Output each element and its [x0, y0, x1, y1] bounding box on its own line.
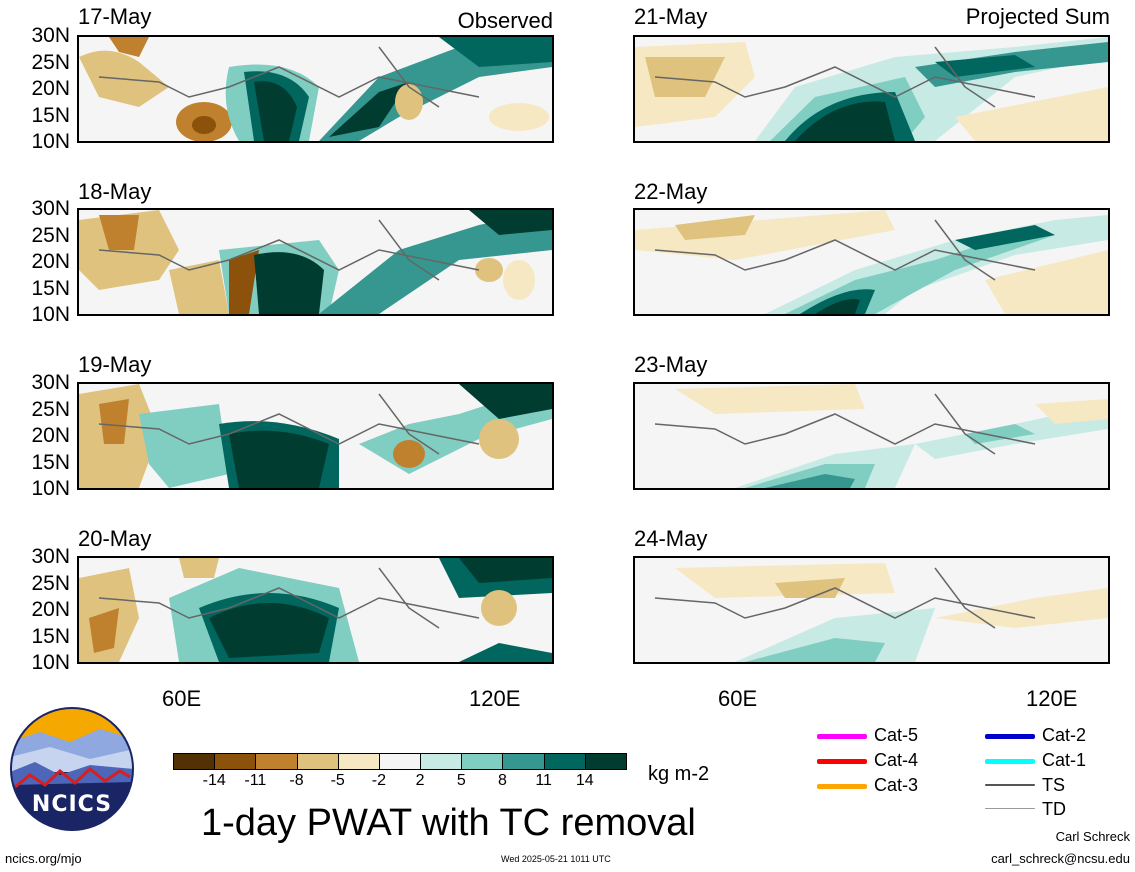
- legend-line-cat-3: [817, 784, 867, 789]
- panel-type-observed: Observed: [457, 8, 553, 33]
- legend-line-td: [985, 808, 1035, 809]
- colorbar-swatch: [255, 753, 298, 770]
- panel-date-right-1: 21-May: [634, 4, 708, 29]
- colorbar-tick-label: 5: [456, 772, 466, 789]
- lon-label-60e-left: 60E: [162, 686, 202, 711]
- panel-date-right-2: 22-May: [634, 179, 708, 204]
- colorbar-tick-label: -11: [244, 772, 267, 789]
- lon-label-60e-right: 60E: [718, 686, 758, 711]
- colorbar-tick-label: 8: [498, 772, 507, 789]
- colorbar-swatch: [337, 753, 380, 770]
- lat-label: 15N: [31, 103, 70, 127]
- lon-label-120e-left: 120E: [469, 686, 521, 711]
- lat-label: 20N: [31, 77, 70, 100]
- legend-label-cat-5: Cat-5: [874, 725, 919, 745]
- panel-date-right-4: 24-May: [634, 526, 708, 551]
- panel-date-left-3: 19-May: [78, 352, 152, 377]
- colorbar-tick-label: -14: [202, 772, 226, 789]
- colorbar-swatch: [461, 753, 504, 770]
- panel-type-projected: Projected Sum: [965, 4, 1110, 29]
- colorbar-tick-label: 2: [415, 772, 425, 789]
- lon-label-120e-right: 120E: [1026, 686, 1078, 711]
- map-panel-19-may: [77, 382, 554, 490]
- colorbar-swatch: [584, 753, 627, 770]
- panel-date-left-4: 20-May: [78, 526, 152, 551]
- colorbar-tick-label: 11: [535, 772, 552, 789]
- colorbar-swatch: [214, 753, 257, 770]
- lat-label: 30N: [31, 371, 70, 394]
- footer-timestamp: Wed 2025-05-21 1011 UTC: [501, 854, 611, 864]
- legend-line-cat-4: [817, 759, 867, 764]
- lat-label: 10N: [31, 477, 70, 500]
- colorbar-swatch: [378, 753, 422, 770]
- colorbar: [173, 753, 627, 770]
- lat-label: 10N: [31, 651, 70, 674]
- lat-label: 20N: [31, 250, 70, 273]
- lat-label: 30N: [31, 545, 70, 568]
- colorbar-swatch: [543, 753, 586, 770]
- lat-label: 20N: [31, 598, 70, 621]
- lat-label: 30N: [31, 197, 70, 220]
- colorbar-tick-label: -8: [289, 772, 304, 789]
- colorbar-tick-label: -5: [330, 772, 345, 789]
- lat-label: 30N: [31, 24, 70, 47]
- map-panel-21-may: [633, 35, 1110, 143]
- map-panel-22-may: [633, 208, 1110, 316]
- colorbar-tick-label: 14: [575, 772, 594, 789]
- legend-line-ts: [985, 784, 1035, 786]
- logo-text: NCICS: [31, 792, 113, 817]
- legend-label-td: TD: [1042, 799, 1066, 819]
- panel-date-left-1: 17-May: [78, 4, 152, 29]
- lat-label: 10N: [31, 303, 70, 326]
- panel-date-right-3: 23-May: [634, 352, 708, 377]
- legend-line-cat-1: [985, 759, 1035, 764]
- map-panel-17-may: [77, 35, 554, 143]
- legend-line-cat-5: [817, 734, 867, 739]
- lat-label: 25N: [31, 50, 70, 74]
- map-panel-20-may: [77, 556, 554, 664]
- footer-url: ncics.org/mjo: [5, 851, 82, 866]
- lat-label: 25N: [31, 397, 70, 421]
- lat-label: 20N: [31, 424, 70, 447]
- colorbar-swatch: [502, 753, 545, 770]
- colorbar-swatch: [420, 753, 463, 770]
- map-panel-18-may: [77, 208, 554, 316]
- legend-label-cat-2: Cat-2: [1042, 725, 1087, 745]
- footer-email: carl_schreck@ncsu.edu: [991, 851, 1130, 866]
- lat-label: 10N: [31, 130, 70, 153]
- legend-line-cat-2: [985, 734, 1035, 739]
- lat-label: 15N: [31, 450, 70, 474]
- lat-label: 25N: [31, 571, 70, 595]
- lat-label: 15N: [31, 624, 70, 648]
- lat-label: 25N: [31, 223, 70, 247]
- colorbar-tick-label: -2: [371, 772, 387, 789]
- colorbar-swatch: [173, 753, 216, 770]
- legend-label-cat-4: Cat-4: [874, 750, 919, 770]
- legend-label-ts: TS: [1042, 775, 1066, 795]
- map-panel-24-may: [633, 556, 1110, 664]
- map-panel-23-may: [633, 382, 1110, 490]
- footer-author: Carl Schreck: [1055, 829, 1130, 844]
- colorbar-swatch: [296, 753, 339, 770]
- figure-title: 1-day PWAT with TC removal: [201, 802, 696, 844]
- ncics-logo: NCICS: [10, 707, 134, 831]
- legend-label-cat-3: Cat-3: [874, 775, 919, 795]
- colorbar-units: kg m-2: [648, 763, 710, 785]
- lat-label: 15N: [31, 276, 70, 300]
- legend-label-cat-1: Cat-1: [1042, 750, 1087, 770]
- panel-date-left-2: 18-May: [78, 179, 152, 204]
